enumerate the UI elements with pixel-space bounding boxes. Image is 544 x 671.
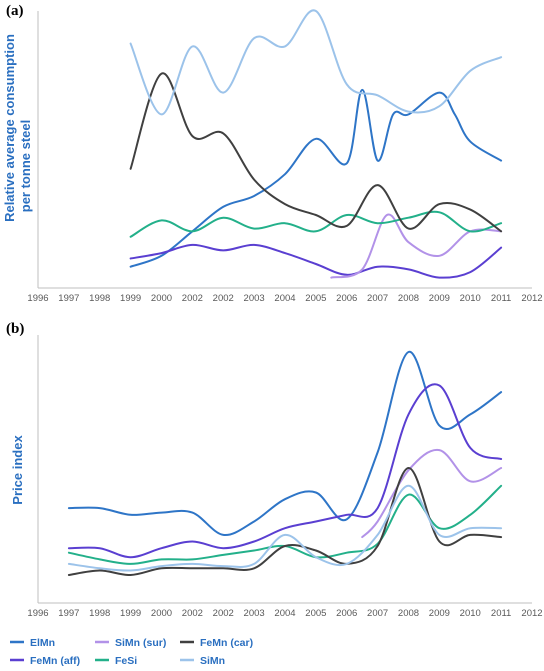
legend-label: SiMn (sur) — [115, 637, 166, 649]
x-tick-label: 2002 — [182, 293, 203, 304]
series-line-femn-aff — [67, 383, 503, 559]
legend-label: FeMn (aff) — [30, 655, 80, 667]
legend: ElMn SiMn (sur) FeMn (car) FeMn (aff) FeSi Si… — [10, 637, 253, 667]
series-line-fesi — [67, 484, 503, 565]
x-tick-label: 2010 — [460, 608, 481, 619]
panel-b-y-axis-label: Price index — [10, 435, 25, 505]
x-tick-label: 2002 — [213, 293, 234, 304]
x-tick-label: 2002 — [182, 608, 203, 619]
x-tick-label: 1997 — [58, 293, 79, 304]
series-line-elmn — [129, 88, 503, 268]
x-tick-label: 1998 — [89, 293, 110, 304]
series-line-simn — [67, 484, 503, 572]
legend-label: ElMn — [30, 637, 55, 649]
legend-label: FeSi — [115, 655, 137, 667]
x-tick-label: 2004 — [274, 293, 295, 304]
x-tick-label: 2012 — [521, 608, 542, 619]
panel-b-price-chart: (b) Price index 1996 1997 1998 1999 2000 2002… — [6, 321, 543, 619]
x-tick-label: 2008 — [398, 293, 419, 304]
panel-a-series-lines — [129, 9, 503, 279]
x-tick-label: 2007 — [367, 608, 388, 619]
x-tick-label: 2002 — [213, 608, 234, 619]
series-line-femn-car — [129, 72, 503, 233]
panel-a-y-axis-label-line2: per tonne steel — [18, 120, 33, 212]
x-tick-label: 1997 — [58, 608, 79, 619]
x-tick-label: 2009 — [429, 608, 450, 619]
panel-a-x-tick-labels: 1996 1997 1998 1999 2000 2002 2002 2003 2004 2005… — [27, 293, 542, 304]
series-line-elmn — [67, 351, 503, 536]
x-tick-label: 2008 — [398, 608, 419, 619]
legend-item-simn-sur: SiMn (sur) — [95, 637, 166, 649]
legend-label: FeMn (car) — [200, 637, 253, 649]
legend-item-femn-aff: FeMn (aff) — [10, 655, 80, 667]
panel-b-x-tick-labels: 1996 1997 1998 1999 2000 2002 2002 2003 2004 2005… — [27, 608, 542, 619]
legend-label: SiMn — [200, 655, 225, 667]
x-tick-label: 2006 — [336, 293, 357, 304]
x-tick-label: 1998 — [89, 608, 110, 619]
series-line-fesi — [129, 210, 503, 238]
series-line-simn — [129, 9, 503, 116]
x-tick-label: 2010 — [460, 293, 481, 304]
x-tick-label: 2003 — [244, 293, 265, 304]
panel-a-y-axis-label-line1: Relative average consumption — [2, 34, 17, 222]
x-tick-label: 1999 — [120, 293, 141, 304]
x-tick-label: 2005 — [305, 293, 326, 304]
series-line-femn-car — [67, 467, 503, 577]
x-tick-label: 1996 — [27, 293, 48, 304]
x-tick-label: 2000 — [151, 608, 172, 619]
x-tick-label: 2012 — [521, 293, 542, 304]
series-line-simn-sur — [361, 448, 503, 539]
panel-a-consumption-chart: (a) Relative average consumption per ton… — [2, 3, 543, 304]
x-tick-label: 2006 — [336, 608, 357, 619]
panel-b-label: (b) — [6, 321, 24, 337]
legend-item-femn-car: FeMn (car) — [180, 637, 253, 649]
x-tick-label: 2005 — [305, 608, 326, 619]
x-tick-label: 2011 — [491, 293, 511, 304]
legend-item-fesi: FeSi — [95, 655, 137, 667]
x-tick-label: 1999 — [120, 608, 141, 619]
panel-b-series-lines — [67, 351, 503, 577]
x-tick-label: 2007 — [367, 293, 388, 304]
x-tick-label: 2011 — [491, 608, 511, 619]
legend-item-simn: SiMn — [180, 655, 225, 667]
x-tick-label: 2004 — [274, 608, 295, 619]
x-tick-label: 1996 — [27, 608, 48, 619]
x-tick-label: 2009 — [429, 293, 450, 304]
panel-a-label: (a) — [6, 3, 24, 19]
series-line-femn-aff — [129, 243, 503, 279]
x-tick-label: 2003 — [244, 608, 265, 619]
x-tick-label: 2000 — [151, 293, 172, 304]
legend-item-elmn: ElMn — [10, 637, 55, 649]
